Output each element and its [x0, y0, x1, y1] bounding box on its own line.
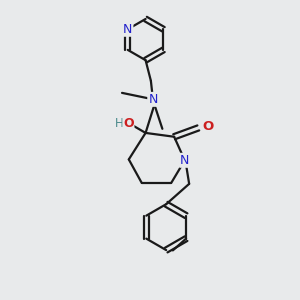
- Text: O: O: [123, 117, 134, 130]
- Text: N: N: [180, 154, 189, 167]
- Text: H: H: [115, 117, 124, 130]
- Text: N: N: [148, 93, 158, 106]
- Text: N: N: [123, 23, 132, 36]
- Text: O: O: [202, 120, 214, 133]
